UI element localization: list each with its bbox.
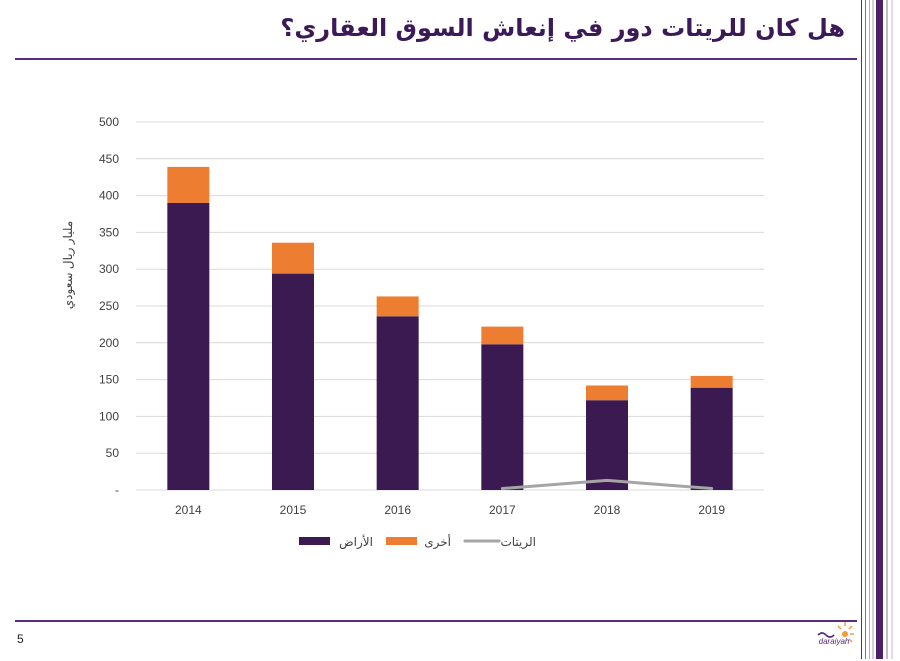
x-tick-label: 2018 xyxy=(594,503,621,517)
y-tick-label: 350 xyxy=(99,225,119,239)
bar-other xyxy=(376,296,419,317)
bar-other xyxy=(690,375,733,388)
y-tick-label: 400 xyxy=(99,189,119,203)
x-tick-label: 2014 xyxy=(175,503,202,517)
footer-divider xyxy=(15,620,857,622)
y-tick-label: 250 xyxy=(99,299,119,313)
bars xyxy=(167,166,733,490)
logo-text: daraiyah xyxy=(818,637,850,646)
bar-other xyxy=(167,166,210,203)
y-tick-label: 150 xyxy=(99,373,119,387)
reit-line xyxy=(500,478,714,491)
side-decoration xyxy=(860,0,900,659)
bar-other xyxy=(586,385,628,401)
x-tick-label: 2015 xyxy=(280,503,307,517)
x-tick-labels: 2014 2015 2016 2017 2018 2019 xyxy=(175,503,725,517)
x-tick-label: 2016 xyxy=(384,503,411,517)
x-tick-label: 2017 xyxy=(489,503,516,517)
bar-other xyxy=(272,242,314,274)
legend-swatch xyxy=(299,537,330,545)
y-tick-label: 200 xyxy=(99,336,119,350)
slide-title: هل كان للريتات دور في إنعاش السوق العقار… xyxy=(280,14,845,42)
x-tick-label: 2019 xyxy=(698,503,725,517)
legend-item-lands: الأراض xyxy=(299,534,373,550)
y-tick-label: 50 xyxy=(106,446,120,460)
bar-lands xyxy=(481,344,524,490)
y-tick-label: - xyxy=(115,483,119,497)
legend-item-reits: الريتات xyxy=(463,535,536,550)
legend-item-other: أخرى xyxy=(386,534,451,550)
y-tick-label: 300 xyxy=(99,262,119,276)
daraiyah-logo: daraiyah xyxy=(812,621,856,657)
y-axis-label: مليار ريال سعودي xyxy=(61,221,75,309)
bar-lands xyxy=(690,387,733,490)
legend: الأراض أخرى الريتات xyxy=(299,534,536,550)
y-tick-label: 100 xyxy=(99,409,119,423)
y-tick-label: 450 xyxy=(99,152,119,166)
bar-lands xyxy=(272,273,314,490)
legend-label: الأراض xyxy=(339,534,373,550)
legend-label: أخرى xyxy=(424,534,451,550)
legend-swatch xyxy=(386,537,417,545)
bar-lands xyxy=(167,202,210,490)
sun-logo-icon xyxy=(817,622,854,643)
bar-lands xyxy=(376,316,419,490)
page-number: 5 xyxy=(17,632,24,646)
legend-label: الريتات xyxy=(500,535,536,550)
y-tick-label: 500 xyxy=(99,115,119,129)
reit-line-series xyxy=(500,478,714,491)
title-divider xyxy=(15,58,857,60)
bar-lands xyxy=(586,400,628,490)
gridlines xyxy=(136,121,764,491)
bar-other xyxy=(481,326,524,345)
y-tick-labels: - 50 100 150 200 250 300 350 400 450 500 xyxy=(99,115,119,497)
